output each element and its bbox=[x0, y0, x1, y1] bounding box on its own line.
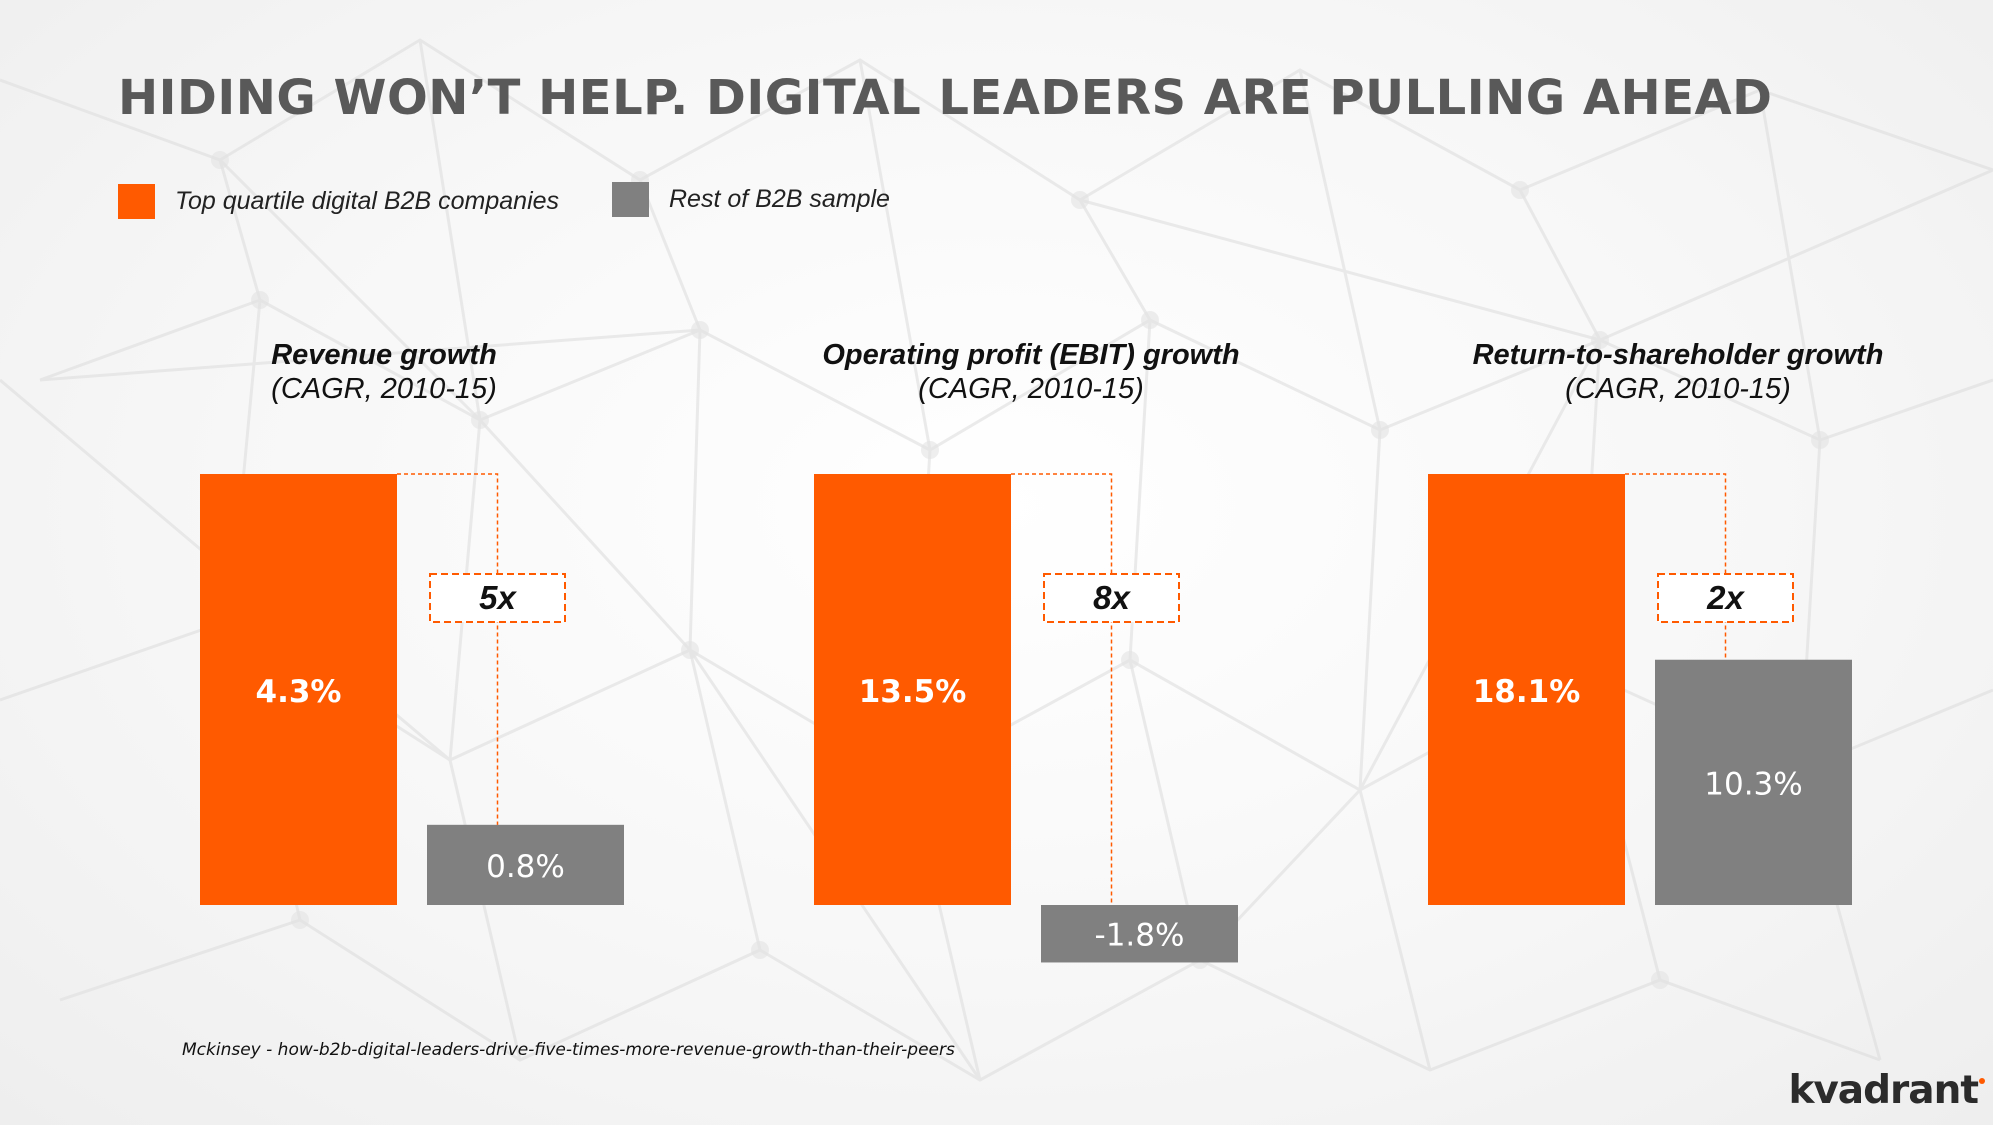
value-label-rest: 0.8% bbox=[486, 849, 565, 885]
legend-swatch-top-quartile bbox=[118, 184, 155, 219]
chart-3: 2x 18.1% 10.3% bbox=[1428, 473, 1852, 905]
kvadrant-logo: kvadrant bbox=[1788, 1068, 1985, 1113]
chart-3-title: Return-to-shareholder growth bbox=[1472, 339, 1884, 371]
chart-3-subtitle: (CAGR, 2010-15) bbox=[1565, 373, 1791, 405]
multiplier-box bbox=[429, 573, 566, 623]
chart-1-subtitle: (CAGR, 2010-15) bbox=[271, 373, 497, 405]
chart-1-title: Revenue growth bbox=[271, 339, 497, 371]
source-citation: Mckinsey - how-b2b-digital-leaders-drive… bbox=[182, 1040, 955, 1060]
value-label-top-quartile: 13.5% bbox=[859, 674, 967, 710]
multiplier-label: 5x bbox=[479, 579, 517, 616]
multiplier-connector bbox=[1011, 473, 1113, 905]
chart-3-heading: Return-to-shareholder growth (CAGR, 2010… bbox=[1418, 338, 1938, 406]
multiplier-box bbox=[1043, 573, 1180, 623]
bar-top-quartile bbox=[1428, 474, 1625, 905]
multiplier-label: 2x bbox=[1706, 579, 1745, 616]
legend-label-top-quartile: Top quartile digital B2B companies bbox=[175, 187, 560, 215]
legend-swatch-rest bbox=[612, 182, 649, 217]
bar-rest bbox=[427, 824, 624, 905]
logo-text: kvadrant bbox=[1788, 1068, 1979, 1113]
chart-1-heading: Revenue growth (CAGR, 2010-15) bbox=[124, 338, 644, 406]
multiplier-box bbox=[1657, 573, 1794, 623]
value-label-top-quartile: 4.3% bbox=[256, 674, 342, 710]
chart-2-heading: Operating profit (EBIT) growth (CAGR, 20… bbox=[771, 338, 1291, 406]
legend-item-rest: Rest of B2B sample bbox=[612, 182, 890, 217]
bar-rest bbox=[1655, 659, 1852, 905]
multiplier-connector bbox=[1625, 473, 1727, 660]
legend-item-top-quartile: Top quartile digital B2B companies bbox=[118, 184, 559, 219]
logo-dot bbox=[1979, 1078, 1985, 1084]
value-label-top-quartile: 18.1% bbox=[1473, 674, 1581, 710]
legend-label-rest: Rest of B2B sample bbox=[669, 185, 890, 213]
chart-2-title: Operating profit (EBIT) growth bbox=[822, 339, 1240, 371]
value-label-rest: 10.3% bbox=[1704, 766, 1802, 802]
chart-2: 8x 13.5% -1.8% bbox=[814, 473, 1238, 963]
multiplier-label: 8x bbox=[1093, 579, 1131, 616]
page-title: HIDING WON’T HELP. DIGITAL LEADERS ARE P… bbox=[118, 70, 1773, 126]
chart-1: 5x 4.3% 0.8% bbox=[200, 473, 624, 905]
bar-rest bbox=[1041, 905, 1238, 963]
multiplier-connector bbox=[397, 473, 499, 825]
bar-top-quartile bbox=[200, 474, 397, 905]
chart-2-subtitle: (CAGR, 2010-15) bbox=[918, 373, 1144, 405]
value-label-rest: -1.8% bbox=[1095, 918, 1185, 954]
bar-top-quartile bbox=[814, 474, 1011, 905]
